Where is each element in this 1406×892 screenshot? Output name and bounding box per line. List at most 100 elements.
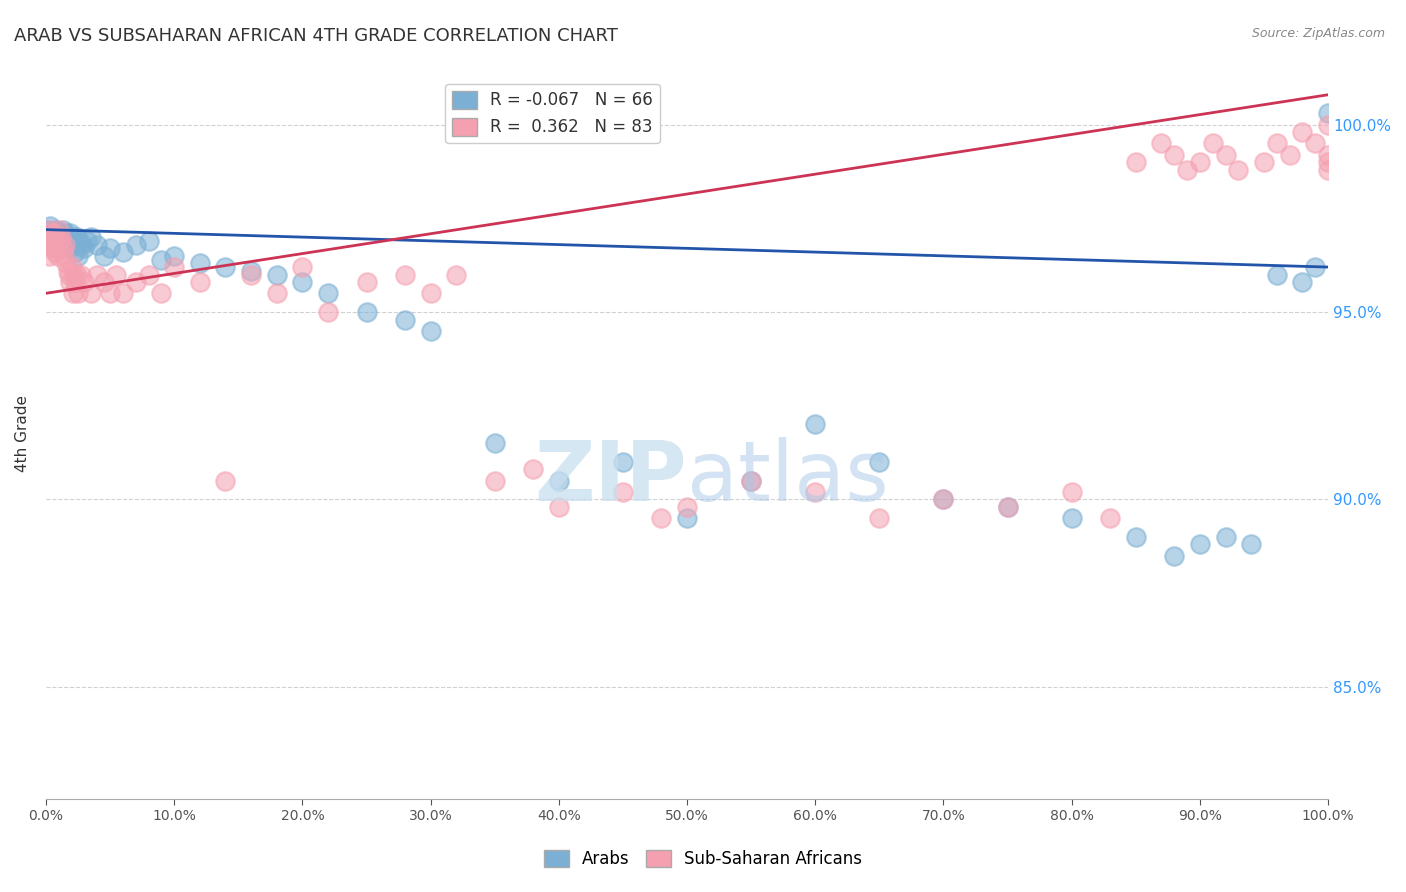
- Point: [997, 500, 1019, 514]
- Point: [740, 474, 762, 488]
- Point: [1317, 147, 1340, 161]
- Point: [58, 268, 80, 282]
- Point: [1317, 106, 1340, 120]
- Point: [56, 230, 79, 244]
- Point: [41, 227, 63, 241]
- Point: [316, 305, 339, 319]
- Point: [1175, 162, 1198, 177]
- Point: [240, 268, 263, 282]
- Point: [150, 286, 173, 301]
- Point: [42, 234, 65, 248]
- Point: [52, 222, 75, 236]
- Point: [66, 268, 89, 282]
- Point: [291, 260, 314, 274]
- Point: [62, 230, 84, 244]
- Point: [37, 230, 59, 244]
- Legend: Arabs, Sub-Saharan Africans: Arabs, Sub-Saharan Africans: [537, 843, 869, 875]
- Point: [46, 249, 69, 263]
- Legend: R = -0.067   N = 66, R =  0.362   N = 83: R = -0.067 N = 66, R = 0.362 N = 83: [446, 84, 659, 143]
- Point: [1317, 155, 1340, 169]
- Point: [73, 275, 96, 289]
- Point: [394, 268, 416, 282]
- Point: [1317, 118, 1340, 132]
- Point: [1278, 147, 1301, 161]
- Point: [1240, 537, 1263, 551]
- Point: [1163, 147, 1185, 161]
- Point: [188, 256, 211, 270]
- Point: [547, 500, 569, 514]
- Point: [45, 230, 67, 244]
- Point: [55, 256, 77, 270]
- Point: [80, 230, 103, 244]
- Point: [214, 474, 236, 488]
- Point: [45, 222, 67, 236]
- Point: [214, 260, 236, 274]
- Point: [73, 241, 96, 255]
- Point: [93, 249, 115, 263]
- Point: [44, 245, 66, 260]
- Point: [997, 500, 1019, 514]
- Point: [419, 286, 441, 301]
- Point: [37, 222, 59, 236]
- Point: [522, 462, 544, 476]
- Point: [48, 222, 70, 236]
- Point: [484, 474, 506, 488]
- Point: [70, 237, 93, 252]
- Point: [394, 312, 416, 326]
- Point: [356, 275, 378, 289]
- Point: [52, 241, 75, 255]
- Point: [1227, 162, 1250, 177]
- Point: [38, 219, 60, 233]
- Text: atlas: atlas: [688, 437, 889, 518]
- Point: [48, 227, 70, 241]
- Point: [49, 234, 72, 248]
- Point: [39, 237, 62, 252]
- Point: [63, 237, 86, 252]
- Point: [266, 268, 288, 282]
- Point: [41, 230, 63, 244]
- Point: [804, 417, 827, 432]
- Point: [316, 286, 339, 301]
- Point: [80, 286, 103, 301]
- Point: [67, 234, 90, 248]
- Point: [650, 511, 672, 525]
- Point: [1291, 275, 1313, 289]
- Point: [446, 268, 468, 282]
- Point: [740, 474, 762, 488]
- Point: [125, 275, 148, 289]
- Point: [53, 237, 76, 252]
- Point: [65, 275, 87, 289]
- Text: Source: ZipAtlas.com: Source: ZipAtlas.com: [1251, 27, 1385, 40]
- Point: [66, 286, 89, 301]
- Point: [58, 241, 80, 255]
- Point: [39, 227, 62, 241]
- Point: [52, 234, 75, 248]
- Point: [42, 234, 65, 248]
- Point: [612, 455, 634, 469]
- Point: [62, 286, 84, 301]
- Point: [39, 237, 62, 252]
- Point: [63, 268, 86, 282]
- Point: [1125, 155, 1147, 169]
- Point: [1291, 125, 1313, 139]
- Point: [868, 455, 890, 469]
- Point: [60, 260, 83, 274]
- Point: [53, 227, 76, 241]
- Point: [86, 268, 108, 282]
- Point: [1305, 136, 1327, 151]
- Point: [1188, 537, 1211, 551]
- Point: [1060, 511, 1083, 525]
- Point: [41, 241, 63, 255]
- Point: [138, 268, 160, 282]
- Point: [138, 234, 160, 248]
- Point: [51, 237, 73, 252]
- Point: [66, 230, 89, 244]
- Point: [65, 245, 87, 260]
- Point: [1215, 147, 1237, 161]
- Point: [240, 264, 263, 278]
- Point: [98, 241, 121, 255]
- Point: [150, 252, 173, 267]
- Point: [547, 474, 569, 488]
- Point: [266, 286, 288, 301]
- Point: [676, 511, 699, 525]
